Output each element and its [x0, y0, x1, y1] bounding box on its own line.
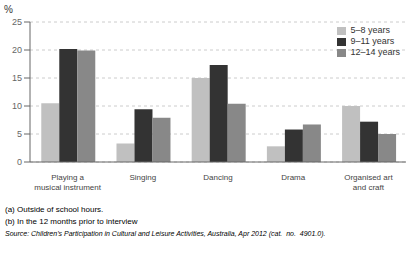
html-text:(b) In the 12 months prior to: (b) In the 12 months prior to interview	[5, 217, 138, 226]
svg-text:Playing amusical instrument: Playing amusical instrument	[34, 173, 101, 190]
svg-text:20: 20	[12, 45, 22, 55]
svg-text:Singing: Singing	[129, 173, 156, 182]
html-text:(a) Outside of school hours.: (a) Outside of school hours.	[5, 205, 104, 214]
html-text:5–8 years: 5–8 years	[350, 25, 390, 35]
svg-text:5: 5	[17, 129, 22, 139]
svg-text:Drama: Drama	[281, 173, 306, 182]
svg-text:15: 15	[12, 73, 22, 83]
svg-text:Dancing: Dancing	[203, 173, 232, 182]
html-text:12–14 years: 12–14 years	[350, 47, 400, 57]
html-text:Source: Children’s Participati: Source: Children’s Participation in Cult…	[5, 230, 326, 237]
svg-text:25: 25	[12, 17, 22, 27]
svg-text:0: 0	[17, 157, 22, 167]
html-text:9–11 years: 9–11 years	[350, 36, 395, 46]
svg-text:10: 10	[12, 101, 22, 111]
svg-text:Organised artand craft: Organised artand craft	[344, 173, 393, 190]
